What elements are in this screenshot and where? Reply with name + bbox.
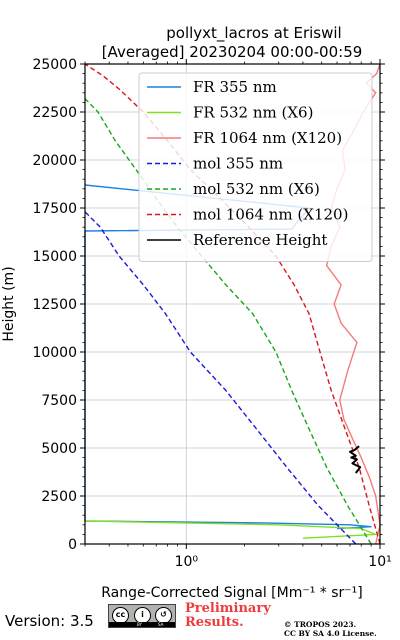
share-alike-icon: ↺ [155,607,172,624]
copyright-line-1: © TROPOS 2023. [284,620,357,629]
cc-sa-text: SA [158,622,164,627]
legend-label-3: mol 355 nm [193,155,283,173]
legend-label-0: FR 355 nm [193,78,277,96]
y-tick-label-5: 12500 [32,297,77,313]
legend-label-5: mol 1064 nm (X120) [193,206,348,224]
y-tick-label-3: 7500 [41,393,77,409]
series-line-6 [349,445,362,474]
preliminary-line-1: Preliminary [185,601,271,616]
axes: 0 2500 5000 7500 10000 12500 15000 17500 20000 22… [32,57,391,570]
copyright-notice: © TROPOS 2023. CC BY SA 4.0 License. [284,620,377,638]
y-tick-label-1: 2500 [41,489,77,505]
y-tick-label-0: 0 [68,537,77,553]
legend-label-6: Reference Height [193,231,327,249]
version-label: Version: 3.5 [5,612,94,630]
y-tick-label-4: 10000 [32,345,77,361]
legend-label-2: FR 1064 nm (X120) [193,129,342,147]
y-tick-label-7: 17500 [32,201,77,217]
y-tick-label-6: 15000 [32,249,77,265]
legend: FR 355 nm FR 532 nm (X6) FR 1064 nm (X120)… [138,72,373,262]
x-axis-label: Range-Corrected Signal [Mm⁻¹ * sr⁻¹] [101,585,363,601]
chart-title-line-1: pollyxt_lacros at Eriswil [166,24,341,43]
y-tick-label-9: 22500 [32,105,77,121]
legend-label-4: mol 532 nm (X6) [193,180,320,198]
x-tick-label-0: 10⁰ [175,554,199,570]
preliminary-line-2: Results. [185,615,244,630]
legend-box [138,72,373,262]
cc-license-badge: cc i ↺ BY SA [108,604,176,628]
y-tick-label-10: 25000 [32,57,77,73]
series-line-3 [84,211,357,545]
preliminary-notice: Preliminary Results. [185,602,271,630]
y-axis-label: Height (m) [1,266,17,341]
legend-label-1: FR 532 nm (X6) [193,104,313,122]
cc-badge-strip: BY SA [109,622,175,627]
copyright-line-2: CC BY SA 4.0 License. [284,629,377,638]
y-tick-label-2: 5000 [41,441,77,457]
chart-title-line-2: [Averaged] 20230204 00:00-00:59 [102,43,363,61]
series-line-4 [84,98,372,545]
cc-icon: cc [112,607,129,624]
cc-by-text: BY [137,622,142,627]
x-tick-label-1: 10¹ [368,554,391,570]
y-tick-label-8: 20000 [32,153,77,169]
